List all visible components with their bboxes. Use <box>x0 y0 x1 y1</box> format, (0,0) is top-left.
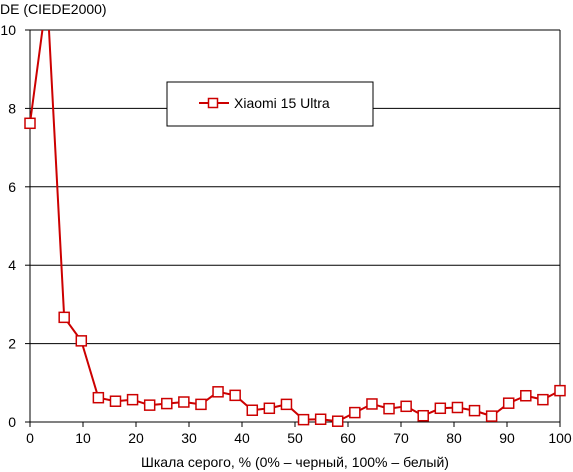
data-point <box>195 398 207 411</box>
data-point <box>331 415 344 427</box>
series-line-layer <box>30 30 560 422</box>
x-tick-label: 10 <box>75 430 91 446</box>
data-point <box>280 398 293 411</box>
series-line <box>30 30 560 422</box>
x-tick-label: 80 <box>446 430 462 446</box>
x-tick-label: 90 <box>499 430 515 446</box>
legend: Xiaomi 15 Ultra <box>166 81 374 127</box>
data-point <box>520 389 532 402</box>
data-point <box>485 410 498 422</box>
grid <box>30 29 560 345</box>
data-point <box>143 399 156 411</box>
data-point <box>212 386 224 398</box>
data-point <box>349 406 361 419</box>
x-tick-label: 60 <box>340 430 356 446</box>
data-point <box>109 395 122 407</box>
data-point <box>366 398 378 410</box>
x-tick-label: 30 <box>181 430 197 446</box>
x-tick-label: 50 <box>287 430 303 446</box>
data-point <box>451 401 464 414</box>
data-point <box>24 117 36 130</box>
data-point <box>229 389 241 402</box>
x-tick-label: 100 <box>548 430 572 446</box>
y-tick-label: 0 <box>8 414 16 430</box>
data-point <box>246 404 259 416</box>
data-point <box>554 384 566 397</box>
axes <box>25 29 561 427</box>
legend-label: Xiaomi 15 Ultra <box>234 95 330 111</box>
y-tick-label: 2 <box>8 336 16 352</box>
data-point <box>537 393 549 406</box>
data-point <box>400 400 412 413</box>
x-tick-label: 20 <box>128 430 144 446</box>
data-point <box>314 413 327 426</box>
data-point <box>502 397 515 409</box>
data-point <box>126 393 139 406</box>
data-point <box>417 409 429 422</box>
x-tick-label: 70 <box>393 430 409 446</box>
data-point <box>434 402 447 415</box>
data-point <box>75 335 88 347</box>
x-tick-label: 40 <box>234 430 250 446</box>
y-axis-title: DE (CIEDE2000) <box>0 1 107 17</box>
legend-marker-icon <box>207 97 219 109</box>
data-point <box>178 396 190 408</box>
data-point <box>263 402 276 415</box>
data-point <box>92 391 105 404</box>
data-point <box>383 402 395 415</box>
data-point <box>161 397 173 410</box>
data-point <box>297 413 310 426</box>
x-tick-label: 0 <box>26 430 34 446</box>
tick-labels: 0 10 20 30 40 50 60 70 80 90 100 0 2 4 6 8 10 <box>0 22 571 446</box>
x-axis-title: Шкала серого, % (0% – черный, 100% – бел… <box>141 454 449 470</box>
y-tick-label: 10 <box>0 22 16 38</box>
series-marker-layer <box>24 117 566 427</box>
y-tick-label: 4 <box>8 257 16 273</box>
y-tick-label: 8 <box>8 100 16 116</box>
data-point <box>468 404 481 417</box>
y-tick-label: 6 <box>8 179 16 195</box>
data-point <box>58 311 70 324</box>
